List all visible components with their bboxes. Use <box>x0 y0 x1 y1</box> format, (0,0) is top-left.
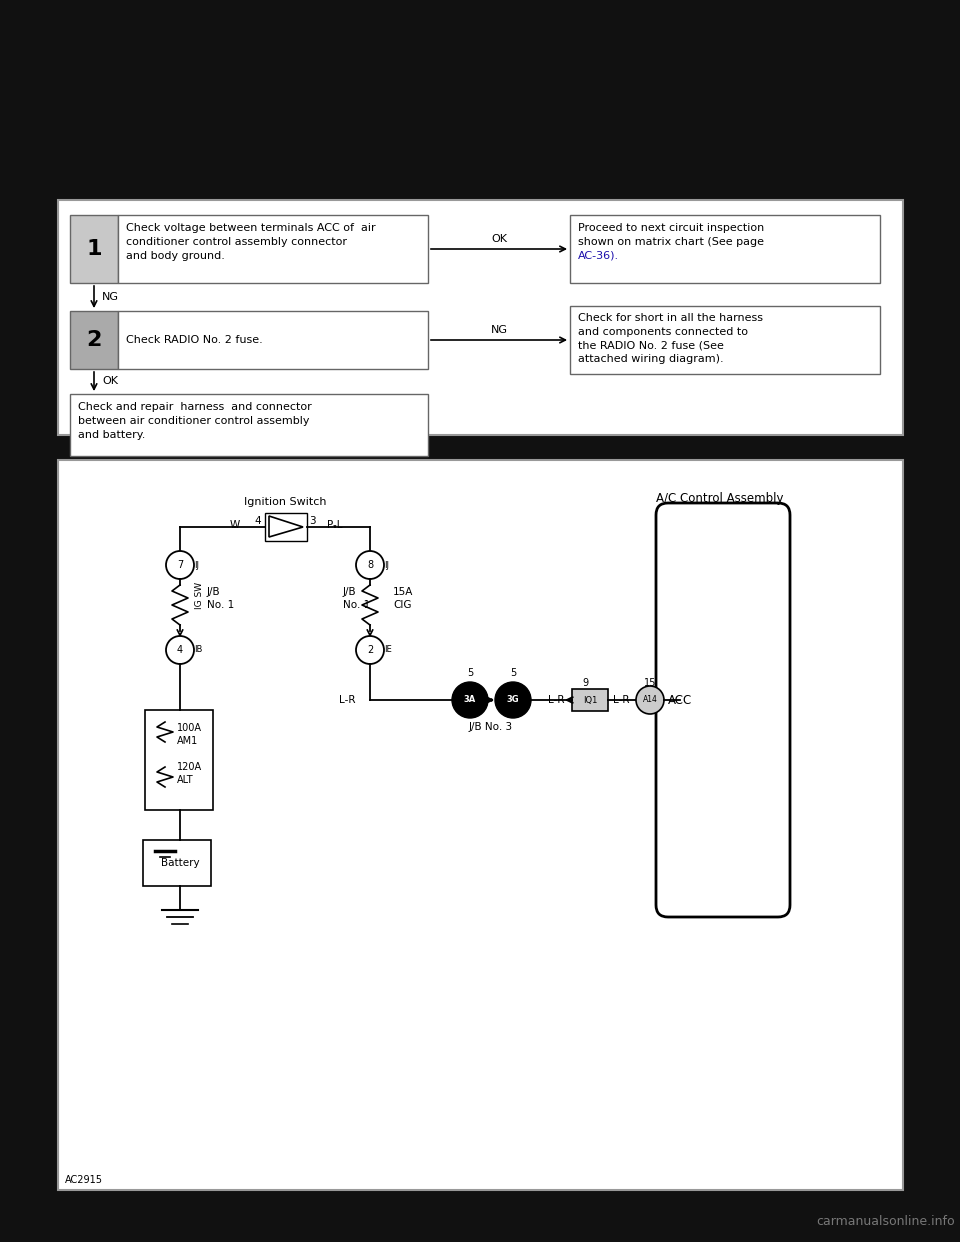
Circle shape <box>166 636 194 664</box>
Text: L-R: L-R <box>613 696 630 705</box>
Text: 120A: 120A <box>177 763 203 773</box>
Circle shape <box>166 551 194 579</box>
Text: L-R: L-R <box>548 696 564 705</box>
Bar <box>58 460 903 1190</box>
Text: IJ: IJ <box>194 560 199 570</box>
Text: 5: 5 <box>510 668 516 678</box>
Text: OK: OK <box>491 233 507 243</box>
Text: 9: 9 <box>582 678 588 688</box>
Bar <box>265 513 307 542</box>
Bar <box>70 215 118 283</box>
Text: J/B: J/B <box>343 587 356 597</box>
Text: AC-36).: AC-36). <box>578 251 619 261</box>
Text: ACC: ACC <box>668 693 692 707</box>
Text: J/B No. 3: J/B No. 3 <box>468 722 513 732</box>
Text: CIG: CIG <box>393 600 412 610</box>
Text: Battery: Battery <box>160 858 200 868</box>
Text: Check voltage between terminals ACC of  air
conditioner control assembly connect: Check voltage between terminals ACC of a… <box>126 224 375 261</box>
Text: W: W <box>229 520 240 530</box>
Text: Check for short in all the harness
and components connected to
the RADIO No. 2 f: Check for short in all the harness and c… <box>578 313 763 364</box>
Text: Ignition Switch: Ignition Switch <box>244 497 326 507</box>
Text: 3G: 3G <box>507 696 519 704</box>
Text: 2: 2 <box>367 645 373 655</box>
Text: A/C Control Assembly: A/C Control Assembly <box>657 492 783 505</box>
Text: NG: NG <box>491 325 508 335</box>
FancyBboxPatch shape <box>656 503 790 917</box>
Text: IQ1: IQ1 <box>583 696 597 704</box>
Text: OK: OK <box>102 376 118 386</box>
Text: 3: 3 <box>309 515 315 527</box>
Bar <box>58 200 903 435</box>
Text: AM1: AM1 <box>177 737 199 746</box>
Text: Check and repair  harness  and connector
between air conditioner control assembl: Check and repair harness and connector b… <box>78 402 312 440</box>
Text: 15: 15 <box>644 678 657 688</box>
Text: carmanualsonline.info: carmanualsonline.info <box>816 1215 955 1228</box>
Text: 100A: 100A <box>177 723 202 733</box>
Text: L-R: L-R <box>339 696 355 705</box>
Text: Check RADIO No. 2 fuse.: Check RADIO No. 2 fuse. <box>126 335 263 345</box>
Text: 1: 1 <box>86 238 102 260</box>
Bar <box>118 310 428 369</box>
Bar <box>70 394 428 456</box>
Text: shown on matrix chart (See page: shown on matrix chart (See page <box>578 237 764 247</box>
Text: A14: A14 <box>642 696 658 704</box>
Text: AC2915: AC2915 <box>65 1175 103 1185</box>
Text: 4: 4 <box>177 645 183 655</box>
Text: No. 1: No. 1 <box>343 600 371 610</box>
Text: NG: NG <box>102 292 119 302</box>
Text: IJ: IJ <box>384 560 389 570</box>
Bar <box>145 710 213 810</box>
Text: No. 1: No. 1 <box>207 600 234 610</box>
Circle shape <box>356 636 384 664</box>
Text: IG SW: IG SW <box>196 581 204 609</box>
Text: J/B: J/B <box>207 587 221 597</box>
Circle shape <box>636 686 664 714</box>
Text: 15A: 15A <box>393 587 414 597</box>
Bar <box>143 840 211 886</box>
Text: P-L: P-L <box>327 520 343 530</box>
Text: ALT: ALT <box>177 775 194 785</box>
Circle shape <box>356 551 384 579</box>
Text: Proceed to next circuit inspection: Proceed to next circuit inspection <box>578 224 764 233</box>
Bar <box>118 215 428 283</box>
Text: 4: 4 <box>254 515 261 527</box>
Text: IB: IB <box>194 646 203 655</box>
Circle shape <box>452 682 488 718</box>
Text: 8: 8 <box>367 560 373 570</box>
Text: 5: 5 <box>467 668 473 678</box>
Text: 7: 7 <box>177 560 183 570</box>
Bar <box>572 689 608 710</box>
Bar <box>570 215 880 283</box>
Circle shape <box>495 682 531 718</box>
Text: 3A: 3A <box>464 696 476 704</box>
Bar <box>570 306 880 374</box>
Bar <box>70 310 118 369</box>
Text: 2: 2 <box>86 330 102 350</box>
Text: IE: IE <box>384 646 392 655</box>
